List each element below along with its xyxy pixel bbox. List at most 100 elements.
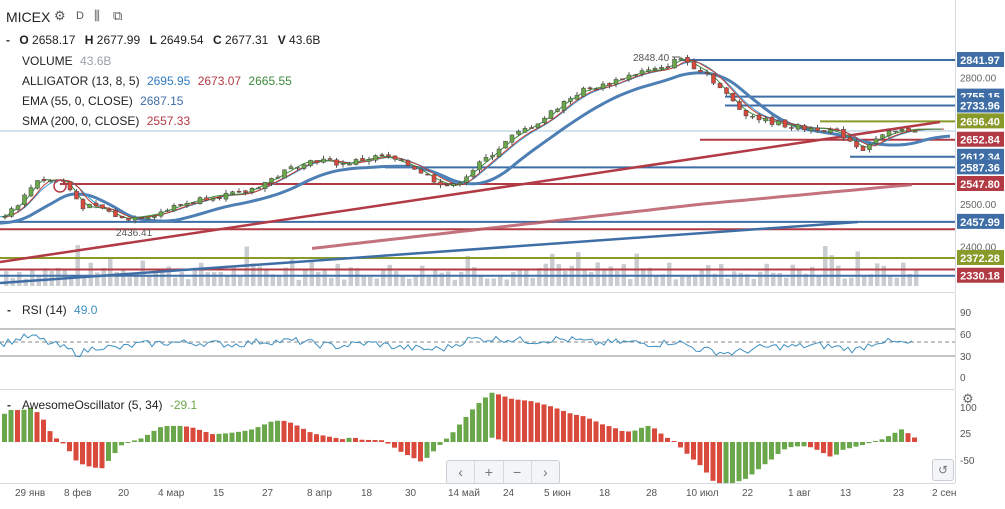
rsi-pane[interactable] [0, 293, 955, 390]
alligator-jaw-value: 2695.95 [146, 74, 191, 88]
ao-bar [281, 420, 287, 442]
ao-bar [171, 425, 176, 442]
candle-body [587, 87, 593, 89]
candle-body [353, 159, 359, 165]
ao-bar [665, 437, 670, 442]
sma-label: SMA (200, 0, CLOSE) [22, 114, 140, 128]
ao-bar [73, 442, 79, 461]
ao-pane[interactable] [0, 390, 955, 484]
candle-body [600, 83, 606, 89]
volume-bar [439, 272, 444, 286]
price-chart[interactable]: 2848.40 2436.41 [0, 0, 955, 292]
time-tick: 1 авг [788, 488, 811, 499]
ao-bar [197, 429, 202, 442]
time-tick: 15 [213, 488, 225, 499]
volume-bar [426, 277, 431, 286]
open-label: O [19, 33, 29, 47]
ao-bar [288, 422, 293, 442]
time-tick: 18 [361, 488, 373, 499]
volume-bar [283, 267, 288, 286]
candle-body [529, 127, 534, 129]
volume-bar [43, 268, 48, 286]
ao-bar [8, 409, 14, 442]
alligator-legend[interactable]: ALLIGATOR (13, 8, 5) 2695.95 2673.07 266… [22, 74, 292, 88]
candle-body [873, 138, 879, 144]
vol-value: 43.6B [289, 33, 321, 47]
price-axis[interactable]: 2800.002700.002600.002500.002400.002841.… [955, 0, 1005, 292]
candle-body [880, 134, 885, 139]
scroll-right-button[interactable]: › [543, 464, 548, 480]
time-tick: 30 [405, 488, 417, 499]
candle-body [262, 181, 268, 189]
ao-bar [353, 437, 358, 442]
marker-circle [53, 179, 67, 193]
ema-legend[interactable]: EMA (55, 0, CLOSE) 2687.15 [22, 94, 183, 108]
collapse-icon[interactable]: - [7, 303, 11, 317]
candle-body [321, 158, 326, 163]
ao-bar [294, 425, 300, 442]
ao-bar [262, 424, 267, 442]
zoom-out-button[interactable]: − [504, 461, 532, 483]
candle-body [737, 101, 742, 110]
volume-bar [30, 269, 35, 286]
volume-legend[interactable]: VOLUME 43.6B [22, 54, 111, 68]
ao-bar [502, 396, 508, 442]
zoom-in-button[interactable]: + [475, 461, 504, 483]
volume-bar [725, 278, 730, 286]
ao-bar [814, 442, 820, 450]
sma-legend[interactable]: SMA (200, 0, CLOSE) 2557.33 [22, 114, 190, 128]
price-pane[interactable]: 2848.40 2436.41 [0, 0, 955, 293]
price-tag [957, 267, 1004, 283]
ao-bar [145, 434, 150, 442]
volume-bar [738, 272, 743, 286]
ao-chart[interactable] [0, 390, 955, 483]
candle-body [743, 110, 749, 117]
candle-body [594, 88, 599, 91]
rsi-axis[interactable]: 90 60 30 0 [955, 293, 1005, 389]
ao-bar [723, 442, 729, 483]
price-tag-label: 2696.40 [960, 116, 1000, 128]
interval-selector[interactable]: D [76, 10, 84, 22]
gear-icon[interactable]: ⚙ [962, 391, 974, 406]
ao-bar [450, 432, 456, 442]
candle-body [834, 128, 840, 131]
ao-axis[interactable]: 100 25 -50 [955, 390, 1005, 483]
rsi-legend[interactable]: - RSI (14) 49.0 [7, 303, 97, 317]
ao-bar [749, 442, 755, 475]
scroll-left-button[interactable]: ‹ [447, 461, 476, 483]
candle-body [535, 123, 541, 128]
time-axis[interactable]: 29 янв 8 фев 20 4 мар 15 27 8 апр 18 30 14 май 24 5… [0, 484, 956, 509]
volume-bar [907, 273, 912, 286]
candle-body [275, 176, 281, 179]
candle-body [457, 182, 463, 185]
ao-bar [476, 403, 482, 442]
candle-body [886, 130, 892, 137]
fullscreen-icon[interactable]: ⧉ [113, 8, 123, 23]
ao-bar [853, 442, 859, 447]
volume-bar [342, 279, 347, 286]
collapse-icon[interactable]: - [6, 33, 10, 47]
ao-bar [554, 408, 560, 442]
volume-bar [712, 273, 717, 286]
ao-legend[interactable]: - AwesomeOscillator (5, 34) -29.1 [7, 398, 197, 412]
gear-icon[interactable]: ⚙ [54, 8, 66, 23]
volume-bar [660, 274, 665, 286]
candle-body [48, 180, 53, 183]
candle-body [893, 130, 898, 133]
ao-bar [346, 437, 352, 442]
ao-bar [827, 442, 833, 457]
rsi-tick: 60 [960, 330, 972, 341]
collapse-icon[interactable]: - [7, 398, 11, 412]
candle-body [561, 100, 567, 111]
volume-bar [485, 278, 490, 286]
reset-view-icon[interactable]: ↺ [932, 459, 954, 481]
volume-bar [361, 275, 366, 286]
rsi-tick: 30 [960, 352, 972, 363]
rsi-chart[interactable] [0, 293, 955, 389]
ao-bar [54, 438, 59, 442]
volume-bar [901, 262, 906, 286]
candle-body [698, 69, 703, 73]
candle-body [769, 116, 775, 125]
volume-bar [732, 271, 737, 286]
bars-icon[interactable]: ⫼ [94, 8, 100, 23]
